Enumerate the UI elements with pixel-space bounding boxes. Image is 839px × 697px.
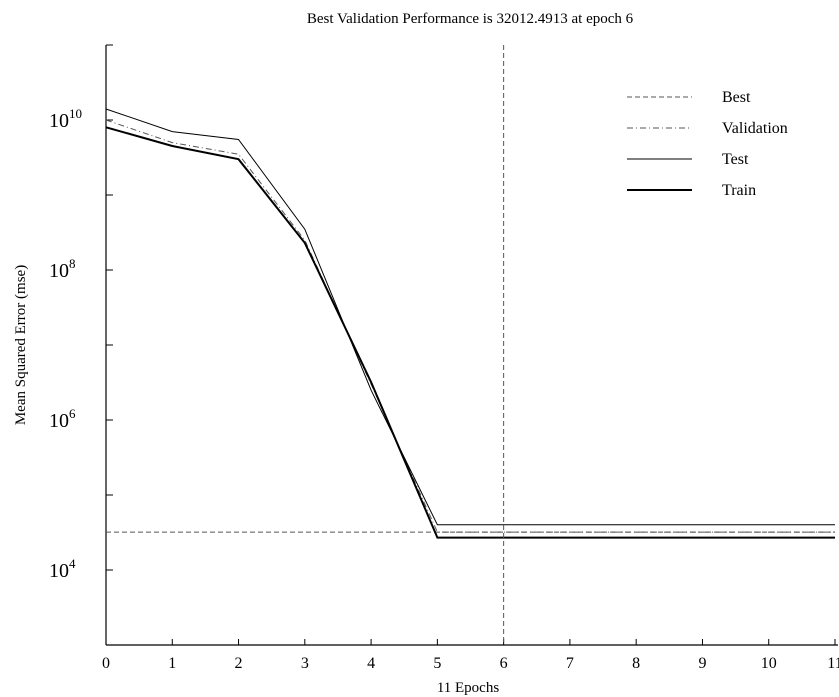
y-tick-label: 104 — [49, 556, 76, 582]
y-axis-label: Mean Squared Error (mse) — [13, 265, 29, 425]
y-tick-label: 108 — [49, 256, 76, 282]
x-tick-label: 10 — [761, 655, 777, 672]
chart-title: Best Validation Performance is 32012.491… — [307, 11, 634, 27]
legend-label-validation: Validation — [722, 120, 788, 137]
legend-label-best: Best — [722, 89, 751, 106]
series-layer — [105, 108, 835, 539]
series-test-line — [105, 108, 835, 526]
x-tick-label: 0 — [102, 655, 110, 672]
y-tick-label: 1010 — [49, 106, 82, 132]
series-train-line — [105, 126, 835, 539]
x-tick-label: 5 — [433, 655, 441, 672]
x-tick-label: 4 — [367, 655, 375, 672]
legend: Best Validation Test Train — [627, 89, 788, 199]
y-ticks: 104 106 108 1010 — [49, 44, 113, 646]
x-axis-label: 11 Epochs — [437, 680, 500, 696]
x-tick-label: 7 — [566, 655, 574, 672]
series-validation-line — [105, 119, 835, 533]
x-tick-label: 8 — [632, 655, 640, 672]
x-tick-label: 3 — [301, 655, 309, 672]
x-tick-label: 9 — [698, 655, 706, 672]
x-tick-label: 6 — [500, 655, 508, 672]
x-ticks: 0 1 2 3 4 5 6 7 8 9 10 11 — [102, 639, 839, 672]
legend-label-train: Train — [722, 182, 756, 199]
x-tick-label: 1 — [168, 655, 176, 672]
x-tick-label: 2 — [235, 655, 243, 672]
y-tick-label: 106 — [49, 406, 76, 432]
x-tick-label: 11 — [827, 655, 839, 672]
legend-label-test: Test — [722, 151, 749, 168]
